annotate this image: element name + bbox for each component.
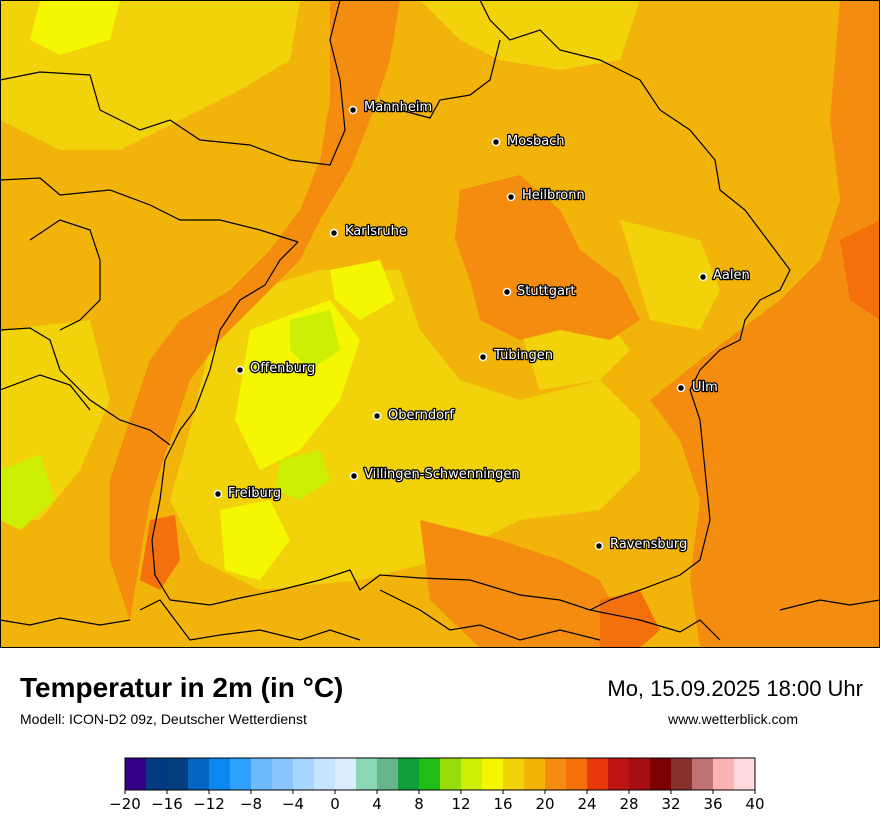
colorbar-tick-label: 20: [535, 795, 554, 813]
colorbar-tick-label: −4: [282, 795, 304, 813]
colorbar-swatch: [335, 758, 357, 790]
borders: [0, 0, 880, 641]
city-label: Karlsruhe: [345, 224, 407, 239]
colorbar-swatch: [671, 758, 693, 790]
colorbar-svg: −20 −16 −12 −8 −4 0 4 8 12 16 20 24 28 32 36 40: [109, 757, 765, 813]
city-marker: Oberndorf: [372, 407, 456, 424]
city-marker: Ulm: [676, 379, 719, 396]
city-label: Mannheim: [364, 100, 432, 115]
colorbar-tick-label: 24: [577, 795, 596, 813]
city-markers: Mannheim Mosbach Heilbronn Karlsruhe Aal…: [213, 99, 751, 553]
temperature-field-warm: [110, 0, 880, 648]
city-label: Mosbach: [507, 134, 565, 149]
colorbar-swatch: [713, 758, 735, 790]
city-label: Villingen-Schwenningen: [364, 467, 520, 482]
city-marker: Mosbach: [491, 133, 566, 150]
city-marker: Karlsruhe: [329, 223, 408, 240]
colorbar-swatch: [503, 758, 525, 790]
city-label: Heilbronn: [522, 188, 585, 203]
colorbar-tick-label: −20: [109, 795, 141, 813]
city-marker: Villingen-Schwenningen: [349, 466, 521, 483]
city-marker: Stuttgart: [502, 283, 577, 300]
temperature-map: Mannheim Mosbach Heilbronn Karlsruhe Aal…: [0, 0, 880, 648]
city-marker: Aalen: [698, 267, 751, 284]
city-label: Tübingen: [493, 348, 553, 363]
temperature-colorbar: −20 −16 −12 −8 −4 0 4 8 12 16 20 24 28 32 36 40: [0, 752, 880, 830]
colorbar-swatch: [356, 758, 378, 790]
colorbar-swatch: [650, 758, 672, 790]
city-label: Offenburg: [250, 361, 315, 376]
colorbar-swatch: [125, 758, 147, 790]
city-label: Stuttgart: [517, 284, 575, 299]
colorbar-swatch: [587, 758, 609, 790]
city-label: Freiburg: [228, 486, 281, 501]
city-label: Ravensburg: [610, 537, 687, 552]
colorbar-swatch: [230, 758, 252, 790]
city-marker: Heilbronn: [506, 187, 586, 204]
colorbar-swatch: [419, 758, 441, 790]
city-marker: Ravensburg: [594, 536, 689, 553]
colorbar-swatch: [692, 758, 714, 790]
colorbar-tick-label: 16: [493, 795, 512, 813]
city-label: Ulm: [692, 380, 718, 395]
colorbar-swatch: [272, 758, 294, 790]
colorbar-swatch: [398, 758, 420, 790]
colorbar-swatch: [251, 758, 273, 790]
colorbar-swatch: [377, 758, 399, 790]
colorbar-tick-label: 4: [372, 795, 382, 813]
colorbar-swatch: [629, 758, 651, 790]
colorbar-tick-label: 8: [414, 795, 424, 813]
map-canvas: Mannheim Mosbach Heilbronn Karlsruhe Aal…: [0, 0, 880, 648]
colorbar-swatch: [545, 758, 567, 790]
forecast-datetime: Mo, 15.09.2025 18:00 Uhr: [607, 676, 863, 701]
city-marker: Freiburg: [213, 485, 282, 502]
colorbar-swatch: [209, 758, 231, 790]
colorbar-frame: [124, 757, 756, 791]
city-label: Aalen: [713, 268, 750, 283]
colorbar-swatch: [524, 758, 546, 790]
colorbar-tick-label: 28: [619, 795, 638, 813]
colorbar-tick-label: 12: [451, 795, 470, 813]
city-marker: Tübingen: [478, 347, 554, 364]
map-title: Temperatur in 2m (in °C): [20, 672, 344, 703]
colorbar-swatch: [293, 758, 315, 790]
colorbar-swatch: [314, 758, 336, 790]
colorbar-swatch: [608, 758, 630, 790]
colorbar-swatch: [482, 758, 504, 790]
colorbar-tick-label: −12: [193, 795, 225, 813]
colorbar-tick-label: 32: [661, 795, 680, 813]
colorbar-tick-label: 40: [745, 795, 764, 813]
legend-footer: Temperatur in 2m (in °C) Modell: ICON-D2…: [0, 648, 880, 830]
colorbar-tick-label: −16: [151, 795, 183, 813]
city-marker: Offenburg: [235, 360, 317, 377]
model-source: Modell: ICON-D2 09z, Deutscher Wetterdie…: [20, 711, 307, 727]
colorbar-swatch: [566, 758, 588, 790]
colorbar-swatch: [146, 758, 168, 790]
colorbar-swatch: [440, 758, 462, 790]
city-label: Oberndorf: [388, 408, 454, 423]
city-marker: Mannheim: [348, 99, 433, 116]
colorbar-swatch: [461, 758, 483, 790]
colorbar-tick-label: 0: [330, 795, 340, 813]
colorbar-swatch: [734, 758, 756, 790]
colorbar-swatch: [188, 758, 210, 790]
colorbar-tick-label: −8: [240, 795, 262, 813]
colorbar-swatch: [167, 758, 189, 790]
website-link[interactable]: www.wetterblick.com: [668, 711, 798, 727]
colorbar-tick-label: 36: [703, 795, 722, 813]
